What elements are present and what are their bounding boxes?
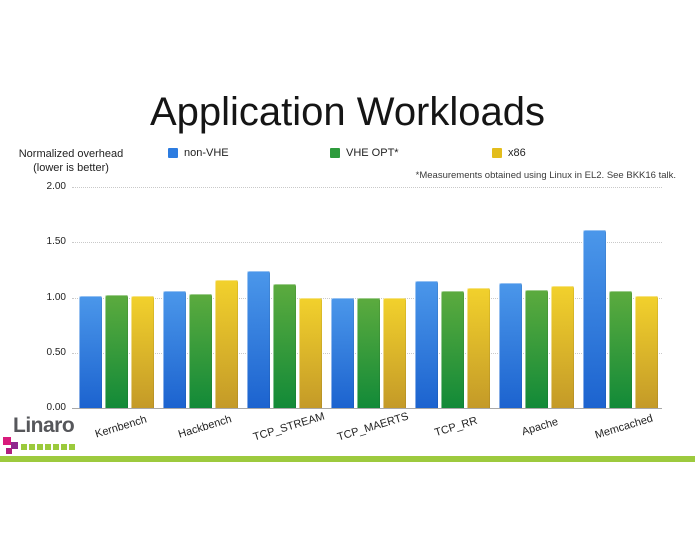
x-axis-line	[72, 408, 662, 409]
logo-green-square	[45, 444, 51, 450]
y-axis-tick-label: 2.00	[46, 181, 66, 192]
logo-green-square	[21, 444, 27, 450]
bar-vhe-opt-tcp_maerts	[357, 297, 380, 408]
bar-groups	[75, 187, 662, 408]
bar-x86-memcached	[634, 296, 658, 408]
bar-vhe-opt-kernbench	[105, 295, 129, 408]
legend-label: x86	[508, 147, 526, 159]
bar-group-tcp_stream	[243, 187, 327, 408]
linaro-logo-text: Linaro	[13, 414, 75, 437]
x-axis-label-tcp_rr: TCP_RR	[433, 414, 480, 440]
logo-green-square	[37, 444, 43, 450]
bar-x86-tcp_rr	[466, 287, 490, 408]
bar-x86-kernbench	[131, 296, 155, 408]
x-axis-label-tcp_stream: TCP_STREAM	[251, 410, 326, 444]
legend-item-vhe-opt: VHE OPT*	[330, 147, 399, 159]
bar-vhe-opt-hackbench	[189, 294, 213, 408]
gridline	[72, 242, 662, 244]
logo-cluster-square	[11, 442, 18, 449]
bar-non-vhe-memcached	[582, 230, 606, 408]
bar-group-hackbench	[159, 187, 243, 408]
legend-swatch-icon	[168, 148, 178, 158]
logo-green-square	[53, 444, 59, 450]
y-axis-tick-label: 1.00	[46, 291, 66, 303]
legend-swatch-icon	[492, 148, 502, 158]
bar-non-vhe-tcp_stream	[247, 270, 271, 408]
measurement-footnote: *Measurements obtained using Linux in EL…	[415, 170, 676, 181]
bar-vhe-opt-apache	[524, 289, 548, 408]
y-axis-tick-label: 0.50	[46, 346, 66, 358]
bar-non-vhe-kernbench	[79, 296, 103, 408]
bar-non-vhe-tcp_maerts	[331, 297, 354, 408]
bar-vhe-opt-tcp_stream	[273, 284, 297, 408]
y-axis-note-line2: (lower is better)	[33, 162, 109, 175]
bar-group-memcached	[578, 187, 662, 408]
bar-x86-apache	[550, 286, 574, 408]
bar-vhe-opt-memcached	[608, 290, 632, 408]
x-axis-label-apache: Apache	[520, 415, 560, 439]
bar-non-vhe-apache	[498, 283, 522, 408]
accent-stripe	[0, 456, 695, 462]
legend-swatch-icon	[330, 148, 340, 158]
bar-x86-tcp_stream	[299, 297, 323, 408]
logo-green-square	[69, 444, 75, 450]
logo-green-square	[61, 444, 67, 450]
y-axis-tick-label: 1.50	[46, 236, 66, 248]
logo-cluster-square	[6, 448, 12, 454]
logo-cluster-square	[3, 437, 11, 445]
gridline	[72, 187, 662, 188]
y-axis-tick-label: 0.00	[46, 402, 66, 413]
bar-x86-hackbench	[215, 279, 239, 408]
legend-item-x86: x86	[492, 147, 526, 159]
logo-green-square	[29, 444, 35, 450]
bar-group-apache	[494, 187, 578, 408]
x-axis-label-memcached: Memcached	[593, 412, 655, 442]
x-axis-label-tcp_maerts: TCP_MAERTS	[335, 410, 410, 444]
linaro-logo: Linaro	[0, 410, 120, 460]
x-axis-label-hackbench: Hackbench	[176, 413, 233, 441]
y-axis-note-line1: Normalized overhead	[18, 148, 124, 160]
bar-non-vhe-tcp_rr	[414, 280, 438, 408]
slide-title: Application Workloads	[149, 90, 546, 134]
bar-group-tcp_rr	[410, 187, 494, 408]
bar-group-kernbench	[75, 187, 159, 408]
x-axis-labels: Kernbench Hackbench TCP_STREAM TCP_MAERTS TC…	[75, 408, 662, 456]
y-axis-note: Normalized overhead (lower is better)	[2, 147, 140, 176]
bar-vhe-opt-tcp_rr	[440, 290, 464, 408]
legend-label: VHE OPT*	[346, 147, 399, 159]
legend-label: non-VHE	[184, 147, 229, 159]
plot-area	[72, 187, 662, 409]
legend-item-non-vhe: non-VHE	[168, 147, 229, 159]
bar-x86-tcp_maerts	[383, 297, 406, 408]
bar-non-vhe-hackbench	[163, 290, 187, 408]
bar-group-tcp_maerts	[327, 187, 411, 408]
